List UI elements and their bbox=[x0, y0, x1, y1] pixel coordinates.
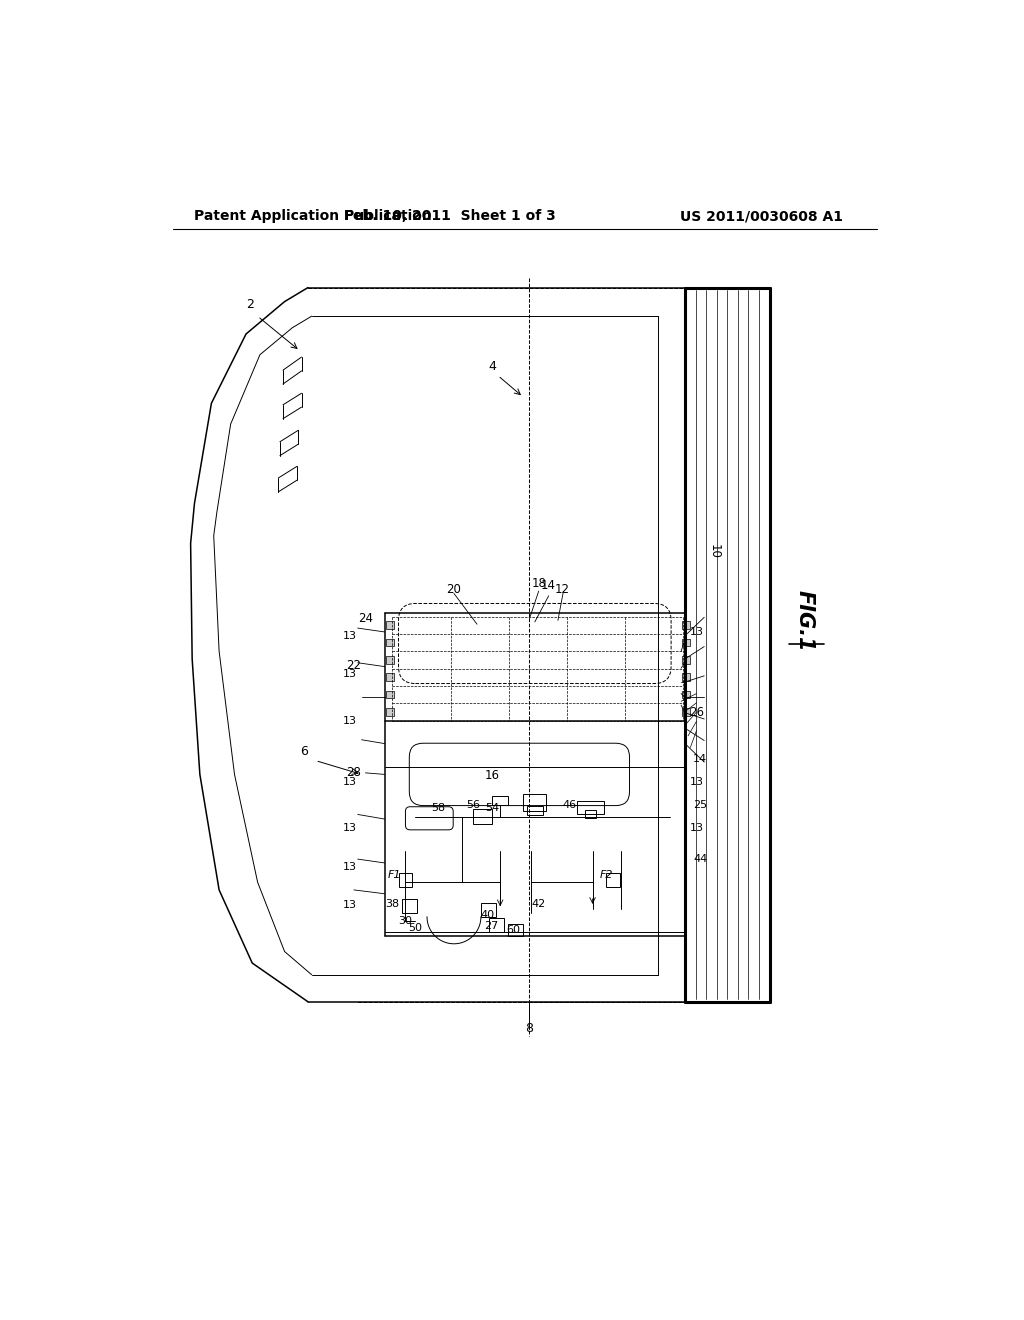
Bar bbox=[398, 873, 413, 887]
Text: 54: 54 bbox=[485, 803, 500, 813]
Text: 18: 18 bbox=[531, 577, 546, 590]
Bar bbox=[493, 796, 508, 805]
Text: 13: 13 bbox=[343, 669, 357, 680]
Text: 22: 22 bbox=[346, 659, 361, 672]
Bar bbox=[488, 919, 504, 932]
Bar bbox=[523, 795, 547, 812]
Text: 13: 13 bbox=[343, 862, 357, 871]
Text: 38: 38 bbox=[385, 899, 399, 908]
Bar bbox=[606, 873, 621, 887]
Text: 13: 13 bbox=[343, 900, 357, 911]
Bar bbox=[386, 708, 394, 715]
Text: 50: 50 bbox=[409, 924, 423, 933]
Bar bbox=[527, 807, 543, 816]
Text: 14: 14 bbox=[541, 579, 556, 593]
Bar bbox=[578, 800, 604, 814]
Bar bbox=[585, 810, 596, 817]
Text: 4: 4 bbox=[488, 360, 497, 372]
Text: Feb. 10, 2011  Sheet 1 of 3: Feb. 10, 2011 Sheet 1 of 3 bbox=[344, 209, 556, 223]
Text: 13: 13 bbox=[343, 631, 357, 640]
Text: F2: F2 bbox=[600, 870, 613, 879]
Text: US 2011/0030608 A1: US 2011/0030608 A1 bbox=[681, 209, 844, 223]
Text: 14: 14 bbox=[693, 754, 708, 764]
Text: 24: 24 bbox=[358, 612, 373, 626]
Bar bbox=[682, 673, 689, 681]
Bar bbox=[473, 809, 493, 825]
Text: 27: 27 bbox=[483, 921, 498, 931]
Text: 58: 58 bbox=[431, 803, 445, 813]
Text: 42: 42 bbox=[531, 899, 546, 908]
Bar bbox=[682, 708, 689, 715]
Text: 26: 26 bbox=[689, 706, 705, 719]
Text: 13: 13 bbox=[343, 824, 357, 833]
Text: 6: 6 bbox=[300, 744, 308, 758]
Text: 56: 56 bbox=[466, 800, 480, 810]
Text: FIG.1: FIG.1 bbox=[795, 590, 814, 651]
Text: 60: 60 bbox=[506, 925, 520, 935]
Text: 10: 10 bbox=[708, 544, 721, 558]
Bar bbox=[508, 924, 523, 936]
Bar bbox=[682, 690, 689, 698]
Text: 8: 8 bbox=[525, 1022, 534, 1035]
Bar bbox=[386, 639, 394, 647]
Text: 13: 13 bbox=[343, 777, 357, 787]
Text: 13: 13 bbox=[343, 715, 357, 726]
Bar bbox=[386, 622, 394, 630]
Text: 30: 30 bbox=[398, 916, 413, 925]
Text: 13: 13 bbox=[689, 824, 703, 833]
Bar bbox=[481, 903, 497, 917]
Bar bbox=[386, 673, 394, 681]
Bar bbox=[401, 899, 417, 913]
Text: Patent Application Publication: Patent Application Publication bbox=[194, 209, 431, 223]
Text: 20: 20 bbox=[446, 583, 462, 597]
Bar bbox=[682, 639, 689, 647]
Text: 13: 13 bbox=[689, 777, 703, 787]
Text: F1: F1 bbox=[388, 870, 401, 879]
Bar bbox=[386, 656, 394, 664]
Text: 12: 12 bbox=[554, 583, 569, 597]
Text: 16: 16 bbox=[485, 770, 500, 783]
Text: 44: 44 bbox=[693, 854, 708, 865]
Text: 2: 2 bbox=[246, 298, 254, 312]
Text: 46: 46 bbox=[562, 800, 577, 810]
Text: 40: 40 bbox=[480, 909, 495, 920]
Bar bbox=[682, 622, 689, 630]
Bar bbox=[386, 690, 394, 698]
Text: 28: 28 bbox=[346, 767, 361, 779]
Text: 13: 13 bbox=[689, 627, 703, 638]
Bar bbox=[682, 656, 689, 664]
Text: 25: 25 bbox=[693, 800, 708, 810]
